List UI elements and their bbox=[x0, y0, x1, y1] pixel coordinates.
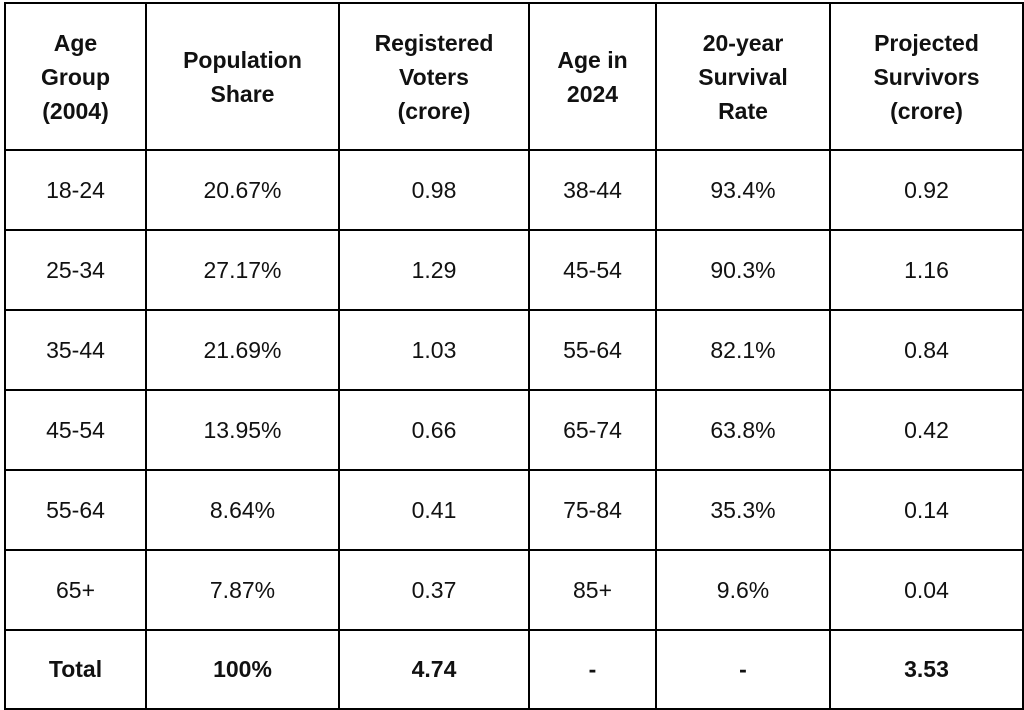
cell-age-group: 25-34 bbox=[4, 229, 147, 311]
total-age-in-2024: - bbox=[528, 629, 657, 710]
total-label: Total bbox=[4, 629, 147, 710]
header-survival-rate: 20-year Survival Rate bbox=[655, 2, 831, 151]
header-registered-voters: Registered Voters (crore) bbox=[338, 2, 530, 151]
cell-registered-voters: 0.98 bbox=[338, 149, 530, 231]
cell-projected-survivors: 0.14 bbox=[829, 469, 1024, 551]
table-row: 25-34 27.17% 1.29 45-54 90.3% 1.16 bbox=[4, 229, 1024, 311]
header-line: Voters bbox=[399, 63, 469, 90]
header-line: Population bbox=[183, 46, 302, 73]
cell-age-group: 55-64 bbox=[4, 469, 147, 551]
table-row: 18-24 20.67% 0.98 38-44 93.4% 0.92 bbox=[4, 149, 1024, 231]
cell-population-share: 7.87% bbox=[145, 549, 340, 631]
cell-age-in-2024: 55-64 bbox=[528, 309, 657, 391]
cell-projected-survivors: 0.42 bbox=[829, 389, 1024, 471]
header-line: Survival bbox=[698, 63, 788, 90]
cell-age-group: 45-54 bbox=[4, 389, 147, 471]
header-line: (2004) bbox=[42, 97, 109, 124]
header-population-share: Population Share bbox=[145, 2, 340, 151]
header-line: Age bbox=[53, 29, 98, 56]
cell-projected-survivors: 0.04 bbox=[829, 549, 1024, 631]
header-line: Rate bbox=[718, 97, 768, 124]
cell-population-share: 21.69% bbox=[145, 309, 340, 391]
cell-age-group: 18-24 bbox=[4, 149, 147, 231]
cell-age-in-2024: 65-74 bbox=[528, 389, 657, 471]
header-line: Group bbox=[41, 63, 110, 90]
cell-population-share: 8.64% bbox=[145, 469, 340, 551]
header-age-in-2024: Age in 2024 bbox=[528, 2, 657, 151]
header-line: Age in bbox=[557, 46, 628, 73]
header-row: Age Group (2004) Population Share Regist… bbox=[4, 2, 1024, 151]
header-line: Projected bbox=[874, 29, 979, 56]
table-row: 45-54 13.95% 0.66 65-74 63.8% 0.42 bbox=[4, 389, 1024, 471]
cell-survival-rate: 35.3% bbox=[655, 469, 831, 551]
total-registered-voters: 4.74 bbox=[338, 629, 530, 710]
cell-population-share: 13.95% bbox=[145, 389, 340, 471]
header-line: (crore) bbox=[397, 97, 471, 124]
cell-age-group: 35-44 bbox=[4, 309, 147, 391]
voter-survival-table: Age Group (2004) Population Share Regist… bbox=[4, 2, 1024, 710]
cell-age-in-2024: 45-54 bbox=[528, 229, 657, 311]
header-age-group: Age Group (2004) bbox=[4, 2, 147, 151]
cell-registered-voters: 1.29 bbox=[338, 229, 530, 311]
table-row: 65+ 7.87% 0.37 85+ 9.6% 0.04 bbox=[4, 549, 1024, 631]
cell-age-in-2024: 38-44 bbox=[528, 149, 657, 231]
cell-age-in-2024: 75-84 bbox=[528, 469, 657, 551]
cell-age-in-2024: 85+ bbox=[528, 549, 657, 631]
cell-population-share: 27.17% bbox=[145, 229, 340, 311]
cell-population-share: 20.67% bbox=[145, 149, 340, 231]
cell-age-group: 65+ bbox=[4, 549, 147, 631]
cell-survival-rate: 63.8% bbox=[655, 389, 831, 471]
cell-survival-rate: 9.6% bbox=[655, 549, 831, 631]
cell-survival-rate: 82.1% bbox=[655, 309, 831, 391]
header-line: (crore) bbox=[890, 97, 963, 124]
table-row: 35-44 21.69% 1.03 55-64 82.1% 0.84 bbox=[4, 309, 1024, 391]
header-line: Registered bbox=[374, 29, 494, 56]
cell-projected-survivors: 0.84 bbox=[829, 309, 1024, 391]
header-projected-survivors: Projected Survivors (crore) bbox=[829, 2, 1024, 151]
total-row: Total 100% 4.74 - - 3.53 bbox=[4, 629, 1024, 710]
cell-projected-survivors: 0.92 bbox=[829, 149, 1024, 231]
total-survival-rate: - bbox=[655, 629, 831, 710]
header-line: Survivors bbox=[873, 63, 980, 90]
total-population-share: 100% bbox=[145, 629, 340, 710]
cell-survival-rate: 90.3% bbox=[655, 229, 831, 311]
cell-registered-voters: 0.66 bbox=[338, 389, 530, 471]
cell-projected-survivors: 1.16 bbox=[829, 229, 1024, 311]
cell-registered-voters: 1.03 bbox=[338, 309, 530, 391]
cell-registered-voters: 0.37 bbox=[338, 549, 530, 631]
cell-survival-rate: 93.4% bbox=[655, 149, 831, 231]
header-line: 2024 bbox=[566, 80, 619, 107]
total-projected-survivors: 3.53 bbox=[829, 629, 1024, 710]
header-line: Share bbox=[210, 80, 275, 107]
table-row: 55-64 8.64% 0.41 75-84 35.3% 0.14 bbox=[4, 469, 1024, 551]
header-line: 20-year bbox=[702, 29, 784, 56]
cell-registered-voters: 0.41 bbox=[338, 469, 530, 551]
